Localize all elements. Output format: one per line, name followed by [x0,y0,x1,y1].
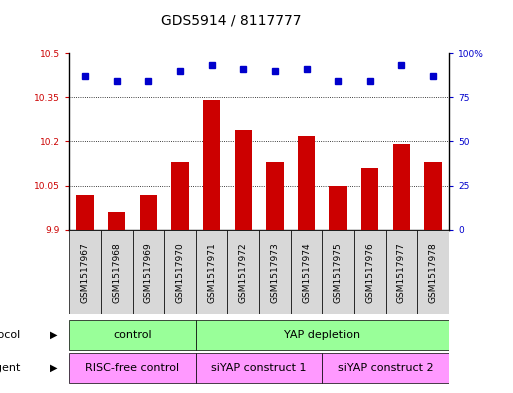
Bar [386,230,417,314]
Text: GSM1517976: GSM1517976 [365,242,374,303]
Text: ▶: ▶ [50,330,57,340]
Text: control: control [113,330,152,340]
Bar [171,162,189,230]
Bar [203,100,220,230]
Text: siYAP construct 2: siYAP construct 2 [338,363,433,373]
Bar [69,230,101,314]
Text: protocol: protocol [0,330,21,340]
Bar [329,185,347,230]
Bar [322,353,449,383]
Bar [393,144,410,230]
Bar [322,230,354,314]
Bar [196,353,322,383]
Text: siYAP construct 1: siYAP construct 1 [211,363,307,373]
Text: RISC-free control: RISC-free control [86,363,180,373]
Bar [164,230,196,314]
Text: GSM1517969: GSM1517969 [144,242,153,303]
Bar [140,195,157,230]
Bar [69,353,196,383]
Bar [76,195,94,230]
Bar [227,230,259,314]
Bar [291,230,322,314]
Text: GSM1517971: GSM1517971 [207,242,216,303]
Text: GSM1517967: GSM1517967 [81,242,90,303]
Bar [69,320,196,350]
Text: GSM1517975: GSM1517975 [333,242,343,303]
Text: GSM1517978: GSM1517978 [428,242,438,303]
Text: GSM1517977: GSM1517977 [397,242,406,303]
Bar [196,230,227,314]
Text: ▶: ▶ [50,363,57,373]
Text: GSM1517972: GSM1517972 [239,242,248,303]
Bar [266,162,284,230]
Bar [259,230,291,314]
Bar [361,168,379,230]
Bar [101,230,132,314]
Text: GSM1517968: GSM1517968 [112,242,121,303]
Bar [354,230,386,314]
Text: GSM1517973: GSM1517973 [270,242,280,303]
Bar [234,130,252,230]
Bar [298,136,315,230]
Bar [196,320,449,350]
Bar [108,212,125,230]
Text: GSM1517974: GSM1517974 [302,242,311,303]
Bar [132,230,164,314]
Text: agent: agent [0,363,21,373]
Bar [424,162,442,230]
Text: GDS5914 / 8117777: GDS5914 / 8117777 [161,14,301,28]
Text: YAP depletion: YAP depletion [284,330,361,340]
Bar [417,230,449,314]
Text: GSM1517970: GSM1517970 [175,242,185,303]
